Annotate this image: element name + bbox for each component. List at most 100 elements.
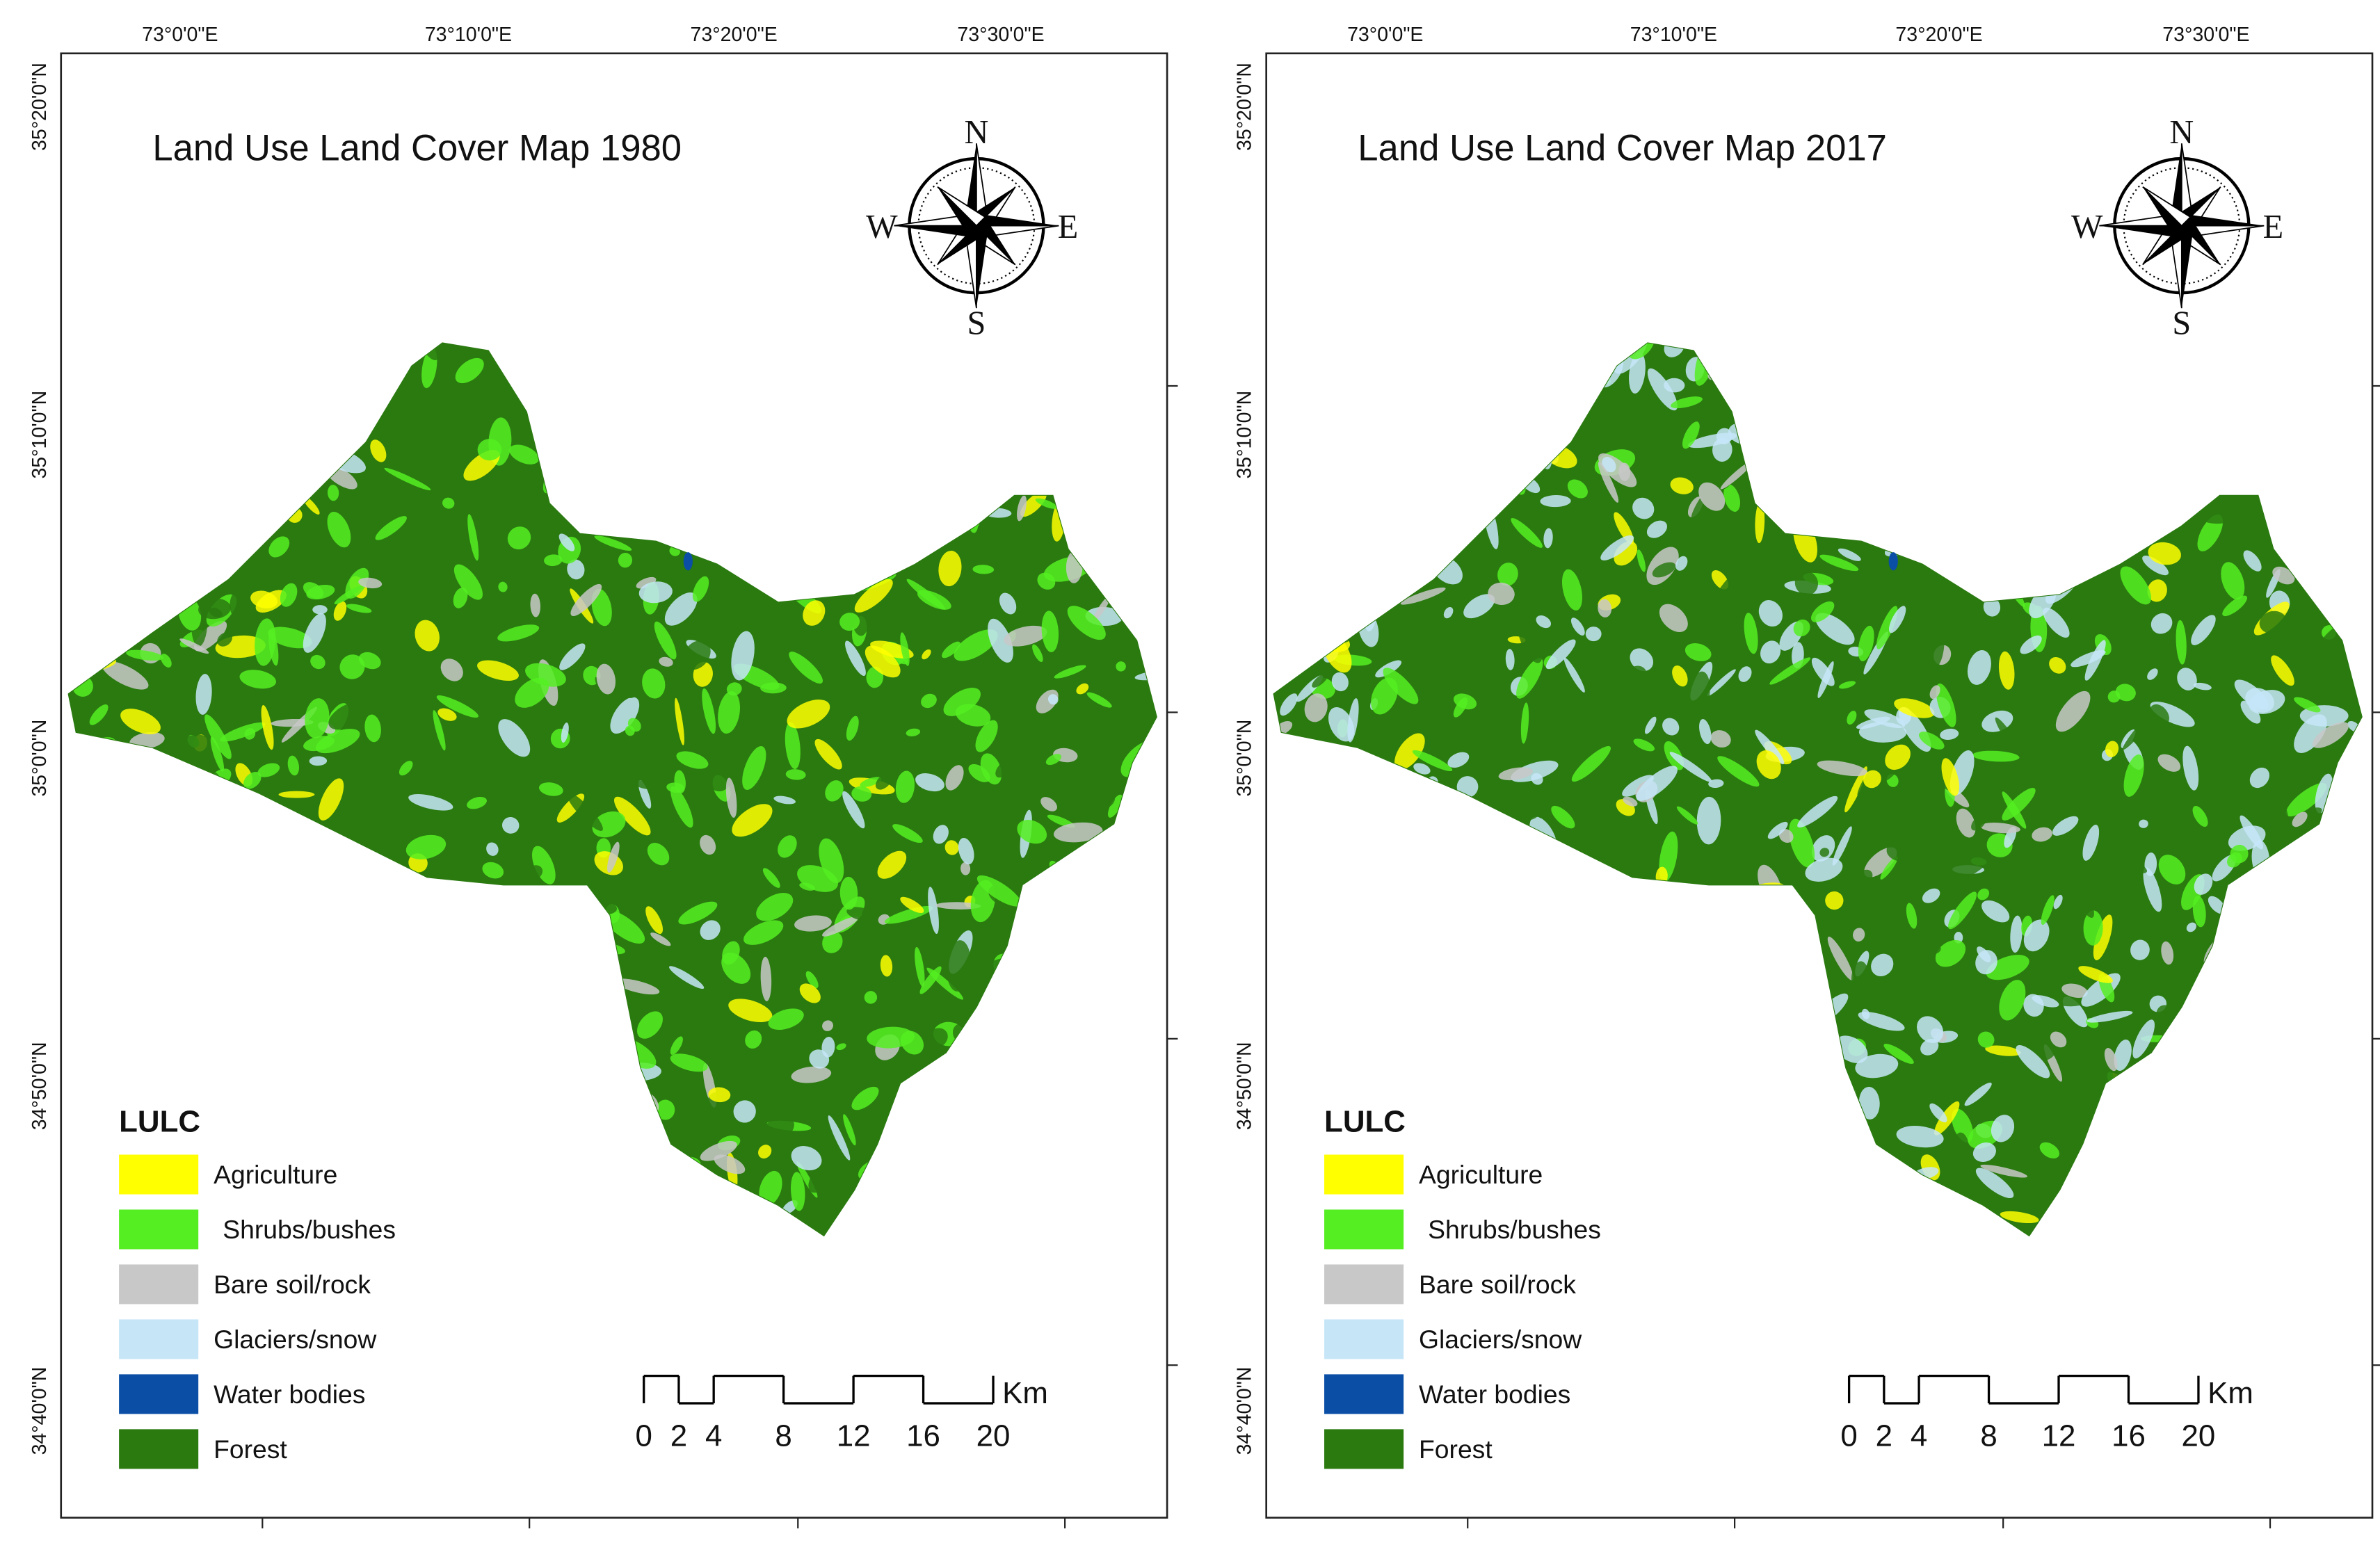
- land-cover-patch: [490, 923, 517, 956]
- land-cover-patch: [2297, 939, 2329, 975]
- land-cover-patch: [2002, 787, 2036, 821]
- land-cover-patch: [2150, 704, 2169, 725]
- land-cover-patch: [1298, 882, 1311, 894]
- land-cover-patch: [567, 559, 585, 580]
- land-cover-patch: [2285, 998, 2313, 1028]
- land-cover-patch: [498, 719, 531, 757]
- land-cover-patch: [314, 1078, 341, 1126]
- land-cover-patch: [1525, 1069, 1577, 1081]
- land-cover-patch: [1540, 495, 1571, 508]
- land-cover-patch: [2196, 1183, 2220, 1201]
- land-cover-patch: [604, 1107, 628, 1131]
- land-cover-patch: [1273, 655, 1296, 677]
- land-cover-patch: [2262, 362, 2273, 378]
- land-cover-patch: [648, 640, 662, 656]
- land-cover-patch: [2182, 745, 2199, 791]
- land-cover-patch: [261, 704, 274, 750]
- land-cover-patch: [177, 479, 195, 492]
- land-cover-patch: [121, 765, 138, 807]
- land-cover-patch: [711, 1174, 723, 1198]
- land-cover-patch: [2191, 615, 2216, 645]
- land-cover-patch: [2299, 608, 2316, 646]
- land-cover-patch: [2055, 690, 2091, 732]
- land-cover-patch: [2130, 1161, 2158, 1192]
- land-cover-patch: [97, 572, 144, 593]
- land-cover-patch: [549, 932, 579, 957]
- land-cover-patch: [2194, 873, 2213, 895]
- land-cover-patch: [184, 652, 198, 661]
- land-cover-patch: [1954, 441, 1981, 471]
- land-cover-patch: [1127, 872, 1157, 910]
- land-cover-patch: [451, 996, 492, 1010]
- land-cover-patch: [351, 343, 373, 354]
- land-cover-patch: [224, 382, 242, 400]
- land-cover-patch: [231, 884, 264, 922]
- land-cover-patch: [805, 359, 831, 382]
- land-cover-patch: [1393, 364, 1408, 379]
- land-cover-patch: [287, 964, 312, 993]
- land-cover-patch: [1954, 1132, 1969, 1154]
- land-cover-patch: [943, 688, 981, 716]
- land-cover-patch: [949, 1227, 975, 1236]
- land-cover-patch: [2337, 574, 2359, 608]
- land-cover-patch: [1682, 421, 1700, 449]
- land-cover-patch: [1583, 1157, 1593, 1174]
- land-cover-patch: [2211, 375, 2240, 387]
- land-cover-patch: [778, 835, 797, 858]
- land-cover-patch: [2137, 343, 2156, 350]
- land-cover-patch: [864, 991, 878, 1004]
- land-cover-patch: [707, 770, 730, 792]
- land-cover-patch: [2221, 562, 2245, 600]
- compass-point: [2142, 186, 2192, 227]
- land-cover-patch: [922, 448, 960, 480]
- latitude-label: 35°20'0"N: [29, 63, 51, 151]
- land-cover-patch: [1793, 619, 1810, 637]
- land-cover-patch: [1864, 709, 1906, 729]
- compass-label: E: [2263, 209, 2283, 245]
- land-cover-patch: [318, 778, 344, 821]
- land-cover-patch: [398, 929, 421, 940]
- land-cover-patch: [1678, 1044, 1712, 1063]
- land-cover-patch: [525, 663, 566, 687]
- land-cover-patch: [2043, 607, 2070, 638]
- land-cover-patch: [2249, 905, 2278, 948]
- land-cover-patch: [1004, 625, 1047, 647]
- land-cover-patch: [123, 470, 157, 500]
- land-cover-patch: [1032, 644, 1043, 662]
- land-cover-patch: [609, 1196, 628, 1213]
- land-cover-patch: [764, 627, 787, 644]
- land-cover-patch: [271, 1046, 306, 1083]
- land-cover-patch: [874, 470, 889, 492]
- land-cover-patch: [2219, 388, 2260, 424]
- land-cover-patch: [1651, 992, 1665, 1014]
- land-cover-patch: [1572, 1179, 1591, 1191]
- land-cover-patch: [173, 389, 194, 412]
- land-cover-patch: [1922, 369, 1933, 383]
- land-cover-patch: [266, 447, 305, 487]
- land-cover-patch: [166, 859, 179, 889]
- land-cover-patch: [233, 473, 252, 483]
- land-cover-patch: [677, 497, 696, 519]
- land-cover-patch: [1780, 1012, 1829, 1042]
- land-cover-patch: [268, 843, 288, 871]
- land-cover-patch: [1479, 428, 1501, 458]
- land-cover-patch: [1738, 1033, 1765, 1060]
- land-cover-patch: [254, 745, 273, 765]
- land-cover-patch: [2119, 1098, 2134, 1113]
- land-cover-patch: [78, 1061, 109, 1079]
- legend-label: Agriculture: [214, 1160, 337, 1189]
- land-cover-patch: [933, 825, 949, 844]
- land-cover-patch: [230, 589, 249, 620]
- land-cover-patch: [415, 620, 440, 652]
- land-cover-patch: [1086, 692, 1112, 708]
- land-cover-patch: [2272, 999, 2306, 1044]
- land-cover-patch: [2259, 611, 2287, 634]
- land-cover-patch: [328, 701, 370, 730]
- land-cover-patch: [1417, 343, 1449, 361]
- land-cover-patch: [1929, 685, 1940, 700]
- land-cover-patch: [1017, 819, 1047, 844]
- scale-label: 12: [2042, 1419, 2076, 1453]
- land-cover-patch: [793, 386, 805, 437]
- land-cover-patch: [2285, 1094, 2323, 1119]
